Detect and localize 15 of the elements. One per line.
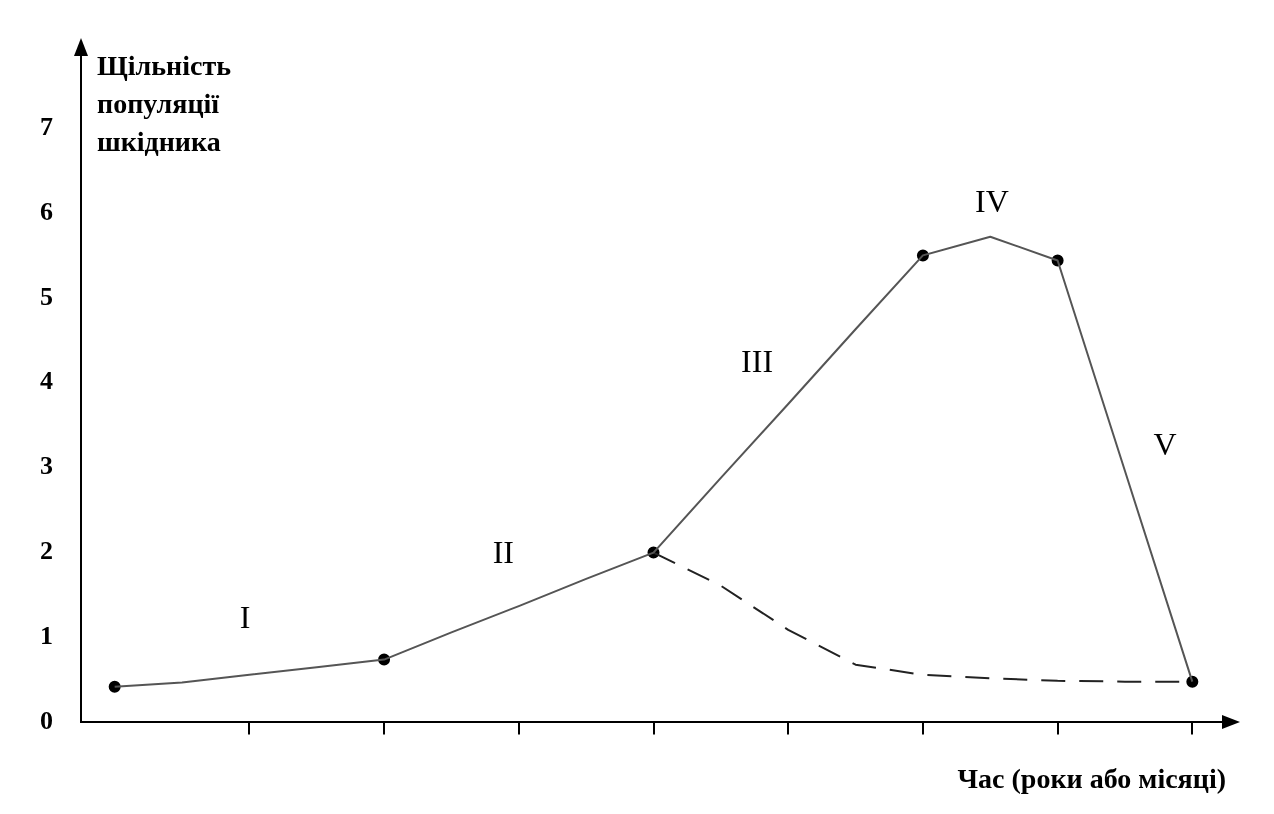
y-tick-label: 1	[40, 621, 53, 651]
y-tick-label: 3	[40, 451, 53, 481]
annotation: IV	[974, 183, 1009, 220]
y-tick-label: 5	[40, 281, 53, 311]
y-tick-label: 4	[40, 366, 53, 396]
annotation: V	[1153, 425, 1177, 462]
y-axis-title: Щільність популяції шкідника	[97, 49, 232, 157]
annotation: II	[492, 534, 514, 571]
y-tick-label: 0	[40, 706, 53, 736]
x-axis-title: Час (роки або місяці)	[957, 763, 1226, 795]
y-tick-label: 6	[40, 196, 53, 226]
y-tick-label: 2	[40, 536, 53, 566]
y-tick-label: 7	[40, 111, 53, 141]
annotation: I	[239, 598, 251, 635]
annotation: III	[741, 343, 774, 380]
